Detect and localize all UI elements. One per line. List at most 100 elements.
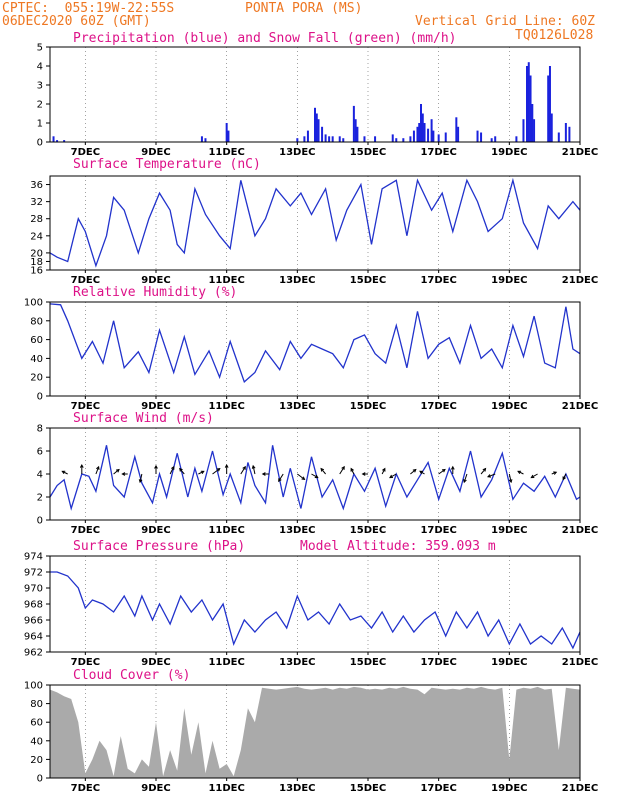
- precip-bar: [374, 136, 377, 142]
- header-code: TQ0126L028: [515, 28, 594, 43]
- y-tick-label: 6: [37, 447, 43, 458]
- header-station: PONTA PORA (MS): [245, 1, 363, 16]
- y-tick-label: 968: [24, 600, 43, 611]
- series-line: [50, 571, 581, 650]
- wind-arrow-head: [224, 463, 229, 468]
- header-source-coords: CPTEC: 055:19W-22:55S: [2, 1, 175, 16]
- header-run: 06DEC2020 60Z (GMT): [2, 14, 151, 29]
- x-tick-label: 13DEC: [279, 657, 315, 668]
- wind-arrow-head: [412, 468, 417, 473]
- wind-arrow: [95, 466, 100, 475]
- x-tick-label: 17DEC: [420, 401, 456, 412]
- panel-title: Surface Temperature (nC): [73, 157, 261, 172]
- x-tick-label: 19DEC: [491, 275, 527, 286]
- precip-bar: [342, 138, 345, 142]
- y-tick-label: 40: [30, 354, 43, 365]
- wind-arrow: [252, 465, 256, 475]
- panel-3: 0 20 40 60 80 100 7DEC 9DEC 11DEC 13DEC 15DEC 17DEC…: [24, 285, 598, 412]
- wind-arrow: [113, 469, 120, 475]
- wind-arrow-head: [278, 478, 282, 483]
- x-tick-label: 11DEC: [208, 147, 244, 158]
- x-tick-label: 15DEC: [350, 275, 386, 286]
- precip-bar: [526, 66, 528, 142]
- x-tick-label: 17DEC: [420, 657, 456, 668]
- x-tick-label: 21DEC: [562, 275, 598, 286]
- wind-arrow-head: [562, 476, 566, 481]
- wind-arrow-head: [251, 464, 256, 469]
- x-tick-label: 13DEC: [279, 275, 315, 286]
- wind-arrow-head: [341, 465, 345, 470]
- x-tick-label: 7DEC: [71, 275, 100, 286]
- panel-frame: [49, 555, 581, 653]
- precip-bar: [412, 130, 415, 142]
- panel-subtitle: Model Altitude: 359.093 m: [300, 539, 496, 554]
- precip-bar: [315, 113, 318, 142]
- precip-bar: [52, 136, 55, 142]
- wind-arrow-head: [314, 474, 319, 479]
- x-tick-label: 19DEC: [491, 401, 527, 412]
- wind-arrow-head: [530, 474, 535, 479]
- wind-arrow-head: [179, 467, 183, 472]
- header-grid-note: Vertical Grid Line: 60Z: [415, 14, 596, 29]
- precip-bar: [515, 136, 518, 142]
- x-tick-label: 19DEC: [491, 783, 527, 794]
- precip-bar: [457, 126, 460, 142]
- precip-bar: [550, 113, 553, 142]
- precip-bar: [529, 75, 532, 142]
- wind-arrow: [487, 473, 496, 478]
- precip-bar: [328, 136, 331, 142]
- y-tick-label: 20: [30, 755, 43, 766]
- wind-arrow-head: [463, 479, 467, 484]
- wind-arrow-head: [350, 467, 354, 472]
- series-line: [49, 303, 581, 384]
- y-tick-label: 20: [30, 248, 43, 259]
- precip-bar: [225, 123, 228, 142]
- y-tick-label: 32: [30, 197, 43, 208]
- y-tick-label: 18: [30, 257, 43, 268]
- y-tick-label: 28: [30, 214, 43, 225]
- y-tick-label: 40: [30, 736, 43, 747]
- cloud-cover-area: [50, 686, 580, 778]
- panel-title: Precipitation (blue) and Snow Fall (gree…: [73, 31, 457, 46]
- panel-frame: [49, 427, 581, 521]
- precip-bar: [314, 107, 316, 142]
- x-tick-label: 9DEC: [141, 147, 170, 158]
- precip-bar: [548, 66, 551, 142]
- panel-frame: [49, 175, 581, 271]
- precip-bar: [63, 140, 66, 142]
- precip-bar: [423, 123, 426, 142]
- y-tick-label: 20: [30, 373, 43, 384]
- series-line: [49, 177, 581, 268]
- x-tick-label: 21DEC: [562, 147, 598, 158]
- series-line: [49, 445, 581, 511]
- y-tick-label: 60: [30, 335, 43, 346]
- x-tick-label: 7DEC: [71, 783, 100, 794]
- panel-4: 0 2 4 6 8 7DEC 9DEC 11DEC 13DEC 15DEC 17DEC 19DEC 21…: [37, 411, 599, 536]
- y-tick-label: 8: [37, 424, 43, 435]
- panel-frame: [49, 46, 581, 143]
- precip-bar: [331, 136, 334, 142]
- wind-arrow-head: [450, 465, 455, 470]
- y-tick-label: 80: [30, 316, 43, 327]
- panel-5: 962 964 966 968 970 972 974 7DEC 9DEC 11DEC 13DEC 1…: [24, 539, 598, 668]
- y-tick-label: 1: [37, 119, 43, 130]
- x-tick-label: 7DEC: [71, 147, 100, 158]
- x-tick-label: 21DEC: [562, 657, 598, 668]
- x-tick-label: 11DEC: [208, 401, 244, 412]
- wind-arrow: [463, 473, 468, 483]
- wind-arrow-head: [261, 472, 266, 476]
- x-tick-label: 11DEC: [208, 783, 244, 794]
- wind-arrow-head: [487, 474, 492, 478]
- precip-bar: [391, 134, 394, 142]
- precip-bar: [527, 62, 530, 143]
- precip-bar: [200, 136, 203, 142]
- wind-arrow-head: [154, 464, 158, 469]
- wind-arrow-head: [389, 474, 393, 479]
- wind-arrow: [531, 473, 538, 479]
- panel-frame: [49, 301, 581, 397]
- x-tick-label: 11DEC: [208, 525, 244, 536]
- precip-bar: [338, 136, 341, 142]
- x-tick-label: 9DEC: [141, 525, 170, 536]
